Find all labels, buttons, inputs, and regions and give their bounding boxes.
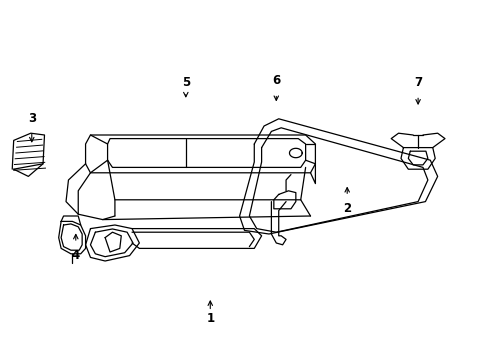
Text: 1: 1 <box>206 312 214 325</box>
Text: 7: 7 <box>413 76 421 89</box>
Text: 6: 6 <box>272 75 280 87</box>
Text: 2: 2 <box>343 202 350 215</box>
Text: 3: 3 <box>28 112 36 125</box>
Text: 5: 5 <box>182 76 189 89</box>
Text: 4: 4 <box>72 249 80 262</box>
